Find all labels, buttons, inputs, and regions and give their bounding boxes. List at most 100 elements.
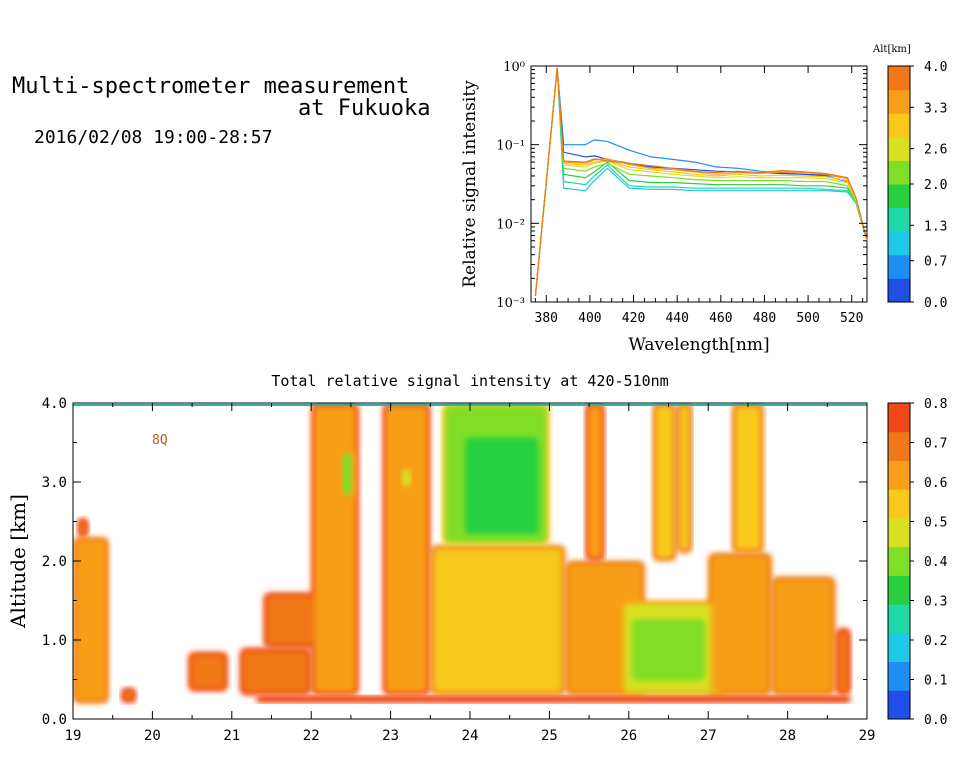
heatmap-region bbox=[711, 556, 769, 693]
heatmap-region bbox=[838, 631, 849, 693]
heatmap-region bbox=[735, 406, 761, 551]
heatmap-regions bbox=[73, 403, 867, 704]
spectrum-series-line bbox=[534, 67, 868, 296]
altitude-colorbar-step bbox=[888, 231, 910, 256]
heatmap-xtick-label: 25 bbox=[541, 728, 558, 744]
heatmap-xtick-label: 19 bbox=[65, 728, 82, 744]
altitude-colorbar-label: 2.6 bbox=[924, 143, 947, 158]
heatmap-ytick-label: 0.0 bbox=[42, 712, 67, 728]
heatmap-region bbox=[191, 654, 225, 689]
heatmap-ytick-label: 1.0 bbox=[42, 633, 67, 649]
heatmap-region bbox=[774, 579, 833, 693]
altitude-colorbar-step bbox=[888, 184, 910, 209]
spectrum-series-line bbox=[534, 67, 868, 296]
spectrum-ytick-label: 10⁻³ bbox=[496, 296, 525, 311]
heatmap-title: Total relative signal intensity at 420-5… bbox=[271, 372, 668, 390]
heatmap-xtick-label: 29 bbox=[859, 728, 876, 744]
heatmap-ytick-label: 4.0 bbox=[42, 396, 67, 412]
intensity-colorbar-step bbox=[888, 517, 910, 548]
intensity-heatmap: Total relative signal intensity at 420-5… bbox=[6, 372, 948, 744]
heatmap-annotation: 8Q bbox=[152, 433, 168, 448]
heatmap-xtick-label: 27 bbox=[700, 728, 717, 744]
heatmap-ylabel: Altitude [km] bbox=[6, 494, 30, 629]
spectrum-xtick-label: 400 bbox=[578, 311, 601, 326]
intensity-colorbar-label: 0.7 bbox=[924, 437, 947, 452]
heatmap-xtick-label: 26 bbox=[620, 728, 637, 744]
spectrum-ytick-label: 10⁰ bbox=[503, 60, 525, 75]
altitude-colorbar-label: 2.0 bbox=[924, 178, 947, 193]
spectrum-series-line bbox=[534, 67, 868, 296]
heatmap-region bbox=[79, 520, 86, 535]
heatmap-region bbox=[385, 406, 428, 693]
intensity-colorbar-label: 0.6 bbox=[924, 476, 947, 491]
intensity-colorbar: 0.0 0.1 0.2 0.3 0.4 0.5 0.6 0.7 0.8 bbox=[887, 397, 948, 728]
altitude-colorbar-step bbox=[888, 160, 910, 185]
altitude-colorbar-step bbox=[888, 66, 910, 91]
spectrum-chart: 380 400 420 440 460 480 500 52010⁻³10⁻²10⁻¹10⁰ … bbox=[460, 44, 947, 355]
intensity-colorbar-label: 0.0 bbox=[924, 713, 947, 728]
heatmap-region bbox=[401, 469, 412, 487]
spectrum-xtick-label: 420 bbox=[622, 311, 645, 326]
heatmap-region bbox=[631, 619, 706, 681]
spectrum-series-line bbox=[534, 67, 868, 296]
altitude-colorbar-step bbox=[888, 278, 910, 303]
heatmap-region bbox=[679, 406, 690, 551]
altitude-colorbar: 0.0 0.7 1.3 2.0 2.6 3.3 4.0 bbox=[887, 60, 947, 311]
intensity-colorbar-label: 0.8 bbox=[924, 397, 947, 412]
intensity-colorbar-step bbox=[888, 460, 910, 490]
altitude-colorbar-label: 4.0 bbox=[924, 60, 947, 75]
spectrum-axes: 380 400 420 440 460 480 500 520 10⁻³ 10⁻² 10⁻¹ 10⁰ bbox=[496, 60, 867, 326]
spectrum-ylabel: Relative signal intensity bbox=[460, 80, 480, 288]
altitude-colorbar-step bbox=[888, 113, 910, 138]
altitude-colorbar-title: Alt[km] bbox=[872, 44, 911, 55]
heatmap-region bbox=[433, 548, 563, 693]
title-line-2: at Fukuoka bbox=[298, 96, 431, 121]
intensity-colorbar-label: 0.1 bbox=[924, 674, 947, 689]
heatmap-region bbox=[242, 650, 309, 693]
spectrum-series-line bbox=[534, 67, 868, 296]
heatmap-xtick-label: 24 bbox=[462, 728, 479, 744]
heatmap-region bbox=[655, 406, 674, 558]
altitude-colorbar-step bbox=[888, 254, 910, 279]
intensity-colorbar-step bbox=[888, 604, 910, 634]
spectrum-series-line bbox=[534, 67, 868, 296]
altitude-colorbar-step bbox=[888, 136, 910, 161]
intensity-colorbar-label: 0.4 bbox=[924, 555, 948, 570]
heatmap-ytick-label: 3.0 bbox=[42, 475, 67, 491]
heatmap-ytick-label: 2.0 bbox=[42, 554, 67, 570]
spectrum-series-line bbox=[534, 67, 868, 296]
intensity-colorbar-step bbox=[888, 489, 910, 519]
spectrum-xlabel: Wavelength[nm] bbox=[628, 335, 769, 355]
spectrum-series-line bbox=[534, 67, 868, 296]
spectrum-series-line bbox=[534, 67, 868, 296]
spectrum-ytick-label: 10⁻² bbox=[496, 217, 525, 232]
altitude-colorbar-step bbox=[888, 207, 910, 232]
altitude-colorbar-label: 0.7 bbox=[924, 255, 947, 270]
heatmap-region bbox=[258, 698, 849, 701]
heatmap-xtick-label: 21 bbox=[223, 728, 240, 744]
altitude-colorbar-label: 0.0 bbox=[924, 296, 947, 311]
heatmap-region bbox=[341, 453, 352, 495]
altitude-colorbar-label: 3.3 bbox=[924, 101, 947, 116]
heatmap-region bbox=[588, 406, 602, 558]
measurement-datetime: 2016/02/08 19:00-28:57 bbox=[34, 127, 273, 148]
heatmap-region bbox=[568, 564, 642, 693]
intensity-colorbar-step bbox=[888, 575, 910, 605]
heatmap-region bbox=[314, 406, 356, 693]
spectrum-xtick-label: 520 bbox=[840, 311, 863, 326]
intensity-colorbar-label: 0.2 bbox=[924, 634, 947, 649]
spectrum-ytick-label: 10⁻¹ bbox=[496, 139, 525, 154]
heatmap-region bbox=[266, 595, 317, 645]
intensity-colorbar-step bbox=[888, 661, 910, 691]
heatmap-region bbox=[123, 690, 134, 701]
spectrum-series-line bbox=[534, 67, 868, 296]
spectrum-xtick-label: 480 bbox=[753, 311, 776, 326]
heatmap-xtick-label: 23 bbox=[382, 728, 399, 744]
heatmap-xtick-label: 22 bbox=[303, 728, 320, 744]
heatmap-xtick-label: 28 bbox=[779, 728, 796, 744]
intensity-colorbar-step bbox=[888, 632, 910, 663]
altitude-colorbar-step bbox=[888, 89, 910, 114]
spectrum-xtick-label: 380 bbox=[535, 311, 558, 326]
heatmap-xtick-label: 20 bbox=[144, 728, 161, 744]
